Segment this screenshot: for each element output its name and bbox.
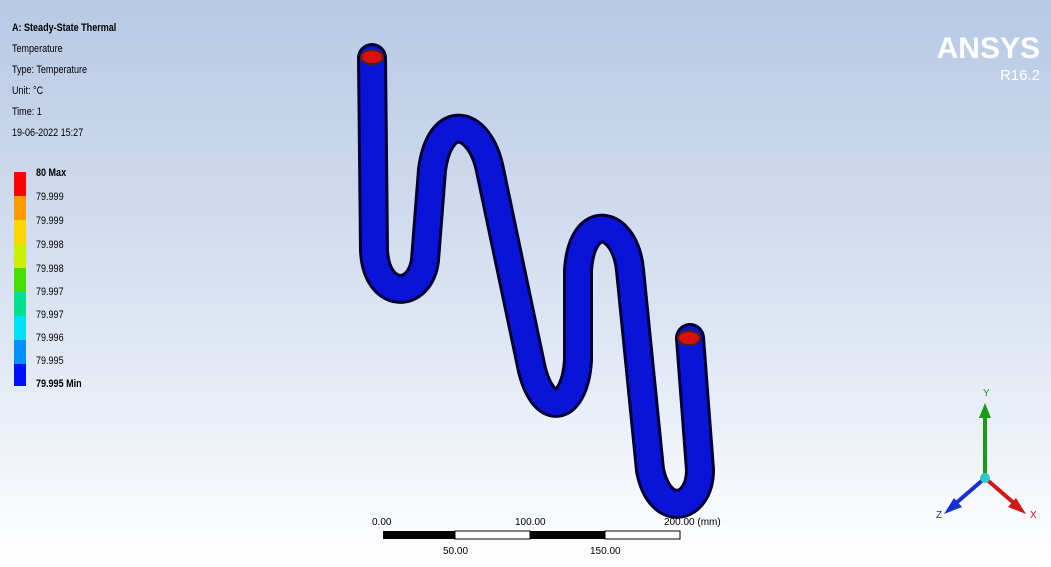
viewport: A: Steady-State Thermal Temperature Type… — [0, 0, 1051, 567]
legend-band — [14, 268, 26, 292]
legend-band — [14, 172, 26, 196]
scale-label: 0.00 — [372, 517, 392, 528]
scale-label: 50.00 — [443, 546, 468, 557]
pipe-body — [372, 58, 700, 504]
legend-band — [14, 292, 26, 316]
legend-band — [14, 316, 26, 340]
x-axis-label: X — [1030, 510, 1037, 521]
scale-segment — [605, 531, 680, 539]
scale-segment — [530, 531, 605, 539]
legend-label: 79.997 — [36, 286, 64, 298]
legend-band — [14, 196, 26, 220]
legend-band — [14, 340, 26, 364]
legend-band — [14, 244, 26, 268]
legend-label: 79.999 — [36, 215, 64, 227]
scale-label: 150.00 — [590, 546, 621, 557]
triad-origin — [980, 473, 990, 483]
legend-label: 79.995 — [36, 355, 64, 367]
legend-band — [14, 364, 26, 386]
scale-segment — [455, 531, 530, 539]
scale-label: 200.00 (mm) — [664, 517, 721, 528]
x-axis-arrow — [985, 478, 1015, 504]
legend-bar — [14, 172, 26, 386]
legend-label: 79.995 Min — [36, 378, 82, 390]
brand-logo: ANSYS — [937, 32, 1040, 65]
pipe-outlet — [678, 331, 700, 345]
brand-version: R16.2 — [1000, 67, 1040, 84]
pipe-inlet — [361, 50, 383, 64]
legend-band — [14, 220, 26, 244]
scale-bar: 0.00 100.00 200.00 (mm) 50.00 150.00 — [372, 517, 721, 557]
z-axis-arrow — [955, 478, 985, 504]
legend-label: 80 Max — [36, 167, 66, 179]
axis-triad: Y X Z — [936, 388, 1037, 521]
legend-label: 79.999 — [36, 191, 64, 203]
legend-label: 79.997 — [36, 309, 64, 321]
legend-label: 79.998 — [36, 239, 64, 251]
y-axis-head — [979, 403, 991, 418]
scene: 0.00 100.00 200.00 (mm) 50.00 150.00 Y X… — [0, 0, 1051, 567]
y-axis-label: Y — [983, 388, 990, 399]
legend-label: 79.998 — [36, 263, 64, 275]
scale-segment — [383, 531, 455, 539]
pipe — [361, 50, 700, 504]
scale-label: 100.00 — [515, 517, 546, 528]
z-axis-label: Z — [936, 510, 942, 521]
legend-label: 79.996 — [36, 332, 64, 344]
